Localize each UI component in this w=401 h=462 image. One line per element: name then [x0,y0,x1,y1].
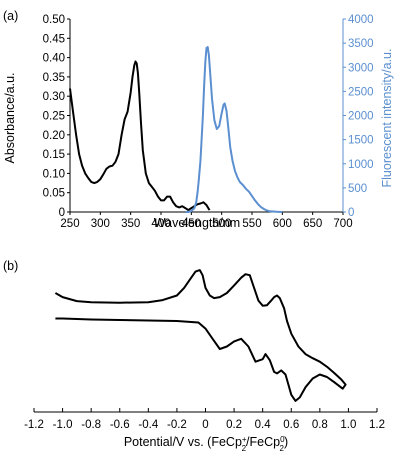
absorbance-line [69,60,211,212]
panel-a-right-tick-label: 500 [348,183,367,195]
panel-b-x-tick-label: -0.8 [81,419,101,431]
panel-b-x-tick-label: 0.8 [312,419,328,431]
panel-a-ticks: 250 300 350 400 450 500 550 600 650 70000.050.100… [43,14,374,230]
panel-b-x-tick-label: 0.2 [226,419,242,431]
panel-a-x-tick-label: 650 [303,218,322,230]
cyclic-voltammogram-line [54,269,347,402]
panel-b-x-tick-label: 0.4 [255,419,272,431]
panel-a-left-tick-label: 0.45 [43,33,65,45]
panel-a-right-tick-label: 2500 [348,86,374,98]
panel-a-left-tick-label: 0 [59,207,65,219]
panel-b-x-tick-label: 1.2 [369,419,385,431]
panel-a-right-axis-label: Fluorescent intensity/a.u. [380,49,394,188]
panel-a-left-tick-label: 0.40 [43,53,65,65]
panel-a-left-tick-label: 0.10 [43,168,65,180]
panel-b-series [54,269,347,402]
panel-a-x-tick-label: 500 [212,218,231,230]
panel-a-right-tick-label: 2000 [348,111,374,123]
panel-b-x-axis-label: Potential/V vs. (FeCp+ 2/FeCp0 2) [124,435,288,453]
panel-a-left-tick-label: 0.15 [43,149,65,161]
panel-a-x-tick-label: 300 [91,218,110,230]
panel-a-left-tick-label: 0.35 [43,72,65,84]
panel-a-right-tick-label: 3500 [348,38,374,50]
panel-a-left-axis-label: Absorbance/a.u. [3,72,17,163]
panel-a-left-tick-label: 0.50 [43,14,65,26]
panel-b-ticks: -1.2 -1.0 -0.8 -0.6 -0.4 -0.2 0 0.2 0.4 0.6 0.8 1.0… [24,408,385,431]
panel-a-left-tick-label: 0.25 [43,111,65,123]
panel-b-x-tick-label: -1.2 [24,419,44,431]
panel-a-x-tick-label: 350 [121,218,140,230]
panel-a-x-tick-label: 550 [242,218,261,230]
panel-a-x-axis-label: Wavelength/nm [154,216,240,230]
panel-b-x-tick-label: -0.6 [110,419,130,431]
panel-a-right-tick-label: 4000 [348,14,374,26]
panel-b-x-tick-label: 0.6 [283,419,299,431]
panel-b-x-tick-label: -0.2 [167,419,187,431]
panel-a-x-tick-label: 600 [273,218,292,230]
fluorescence-line [185,46,283,213]
panel-b-x-tick-label: 0 [202,419,208,431]
panel-b-x-tick-label: -0.4 [138,419,158,431]
panel-a-x-tick-label: 400 [151,218,170,230]
panel-b-x-tick-label: 1.0 [340,419,356,431]
panel-a-label: (a) [3,9,18,23]
panel-a-x-tick-label: 250 [60,218,79,230]
panel-a-right-tick-label: 1500 [348,135,374,147]
panel-a-left-tick-label: 0.05 [43,188,65,200]
panel-a-right-tick-label: 0 [348,207,354,219]
panel-a-left-tick-label: 0.30 [43,91,65,103]
panel-a-right-tick-label: 3000 [348,62,374,74]
panel-a-right-tick-label: 1000 [348,159,374,171]
panel-b-label: (b) [3,259,18,273]
panel-a-x-tick-label: 700 [333,218,352,230]
panel-a-x-tick-label: 450 [182,218,201,230]
panel-a-left-tick-label: 0.20 [43,130,65,142]
panel-a-series [69,46,283,213]
panel-b-x-tick-label: -1.0 [53,419,73,431]
